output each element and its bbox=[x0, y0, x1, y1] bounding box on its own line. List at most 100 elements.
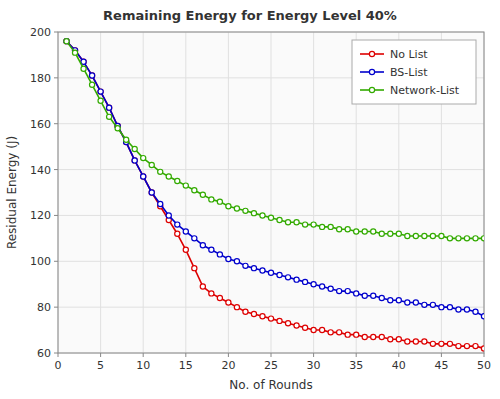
series-marker bbox=[251, 211, 256, 216]
series-marker bbox=[115, 126, 120, 131]
series-marker bbox=[481, 236, 484, 241]
series-marker bbox=[260, 268, 265, 273]
series-marker bbox=[447, 236, 452, 241]
tick-x bbox=[398, 353, 399, 357]
series-line bbox=[67, 41, 484, 238]
series-marker bbox=[217, 199, 222, 204]
series-marker bbox=[285, 321, 290, 326]
tick-x bbox=[313, 353, 314, 357]
title: Remaining Energy for Energy Level 40% bbox=[103, 8, 397, 23]
series-marker bbox=[158, 169, 163, 174]
series-marker bbox=[277, 318, 282, 323]
series-marker bbox=[89, 82, 94, 87]
grid-line-y bbox=[58, 169, 484, 170]
series-marker bbox=[251, 311, 256, 316]
series-marker bbox=[234, 259, 239, 264]
series-marker bbox=[439, 233, 444, 238]
series-marker bbox=[302, 279, 307, 284]
grid-line-y bbox=[58, 261, 484, 262]
series-marker bbox=[209, 247, 214, 252]
series-marker bbox=[422, 233, 427, 238]
series-marker bbox=[362, 334, 367, 339]
data bbox=[64, 39, 484, 351]
tick-label-y: 140 bbox=[30, 164, 51, 177]
series-marker bbox=[98, 89, 103, 94]
series-marker bbox=[64, 39, 69, 44]
series-marker bbox=[294, 277, 299, 282]
series-marker bbox=[473, 309, 478, 314]
series-marker bbox=[396, 298, 401, 303]
tick-label-x: 35 bbox=[349, 359, 363, 372]
grid-line-x bbox=[185, 32, 186, 353]
series-marker bbox=[268, 316, 273, 321]
series-marker bbox=[107, 105, 112, 110]
series-marker bbox=[175, 231, 180, 236]
legend-label: BS-List bbox=[390, 66, 428, 79]
tick-x bbox=[185, 353, 186, 357]
series-marker bbox=[405, 233, 410, 238]
tick-label-y: 80 bbox=[37, 301, 51, 314]
legend-marker bbox=[369, 51, 374, 56]
tick-x bbox=[143, 353, 144, 357]
tick-label-y: 200 bbox=[30, 26, 51, 39]
series-marker bbox=[243, 208, 248, 213]
tick-label-x: 5 bbox=[97, 359, 104, 372]
tick-label-x: 40 bbox=[392, 359, 406, 372]
grid-line-x bbox=[143, 32, 144, 353]
series-marker bbox=[192, 188, 197, 193]
series-marker bbox=[481, 346, 484, 351]
chart: 0510152025303540455060801001201401601802… bbox=[0, 0, 500, 399]
tick-label-y: 100 bbox=[30, 255, 51, 268]
series-marker bbox=[209, 197, 214, 202]
series-marker bbox=[124, 137, 129, 142]
series-marker bbox=[447, 305, 452, 310]
series-marker bbox=[379, 231, 384, 236]
tick-label-x: 50 bbox=[477, 359, 491, 372]
series-marker bbox=[217, 252, 222, 257]
series-marker bbox=[473, 236, 478, 241]
series-marker bbox=[311, 327, 316, 332]
series-marker bbox=[175, 222, 180, 227]
tick-y bbox=[54, 123, 58, 124]
x-axis-label: No. of Rounds bbox=[229, 378, 312, 392]
tick-label-x: 15 bbox=[179, 359, 193, 372]
series-marker bbox=[141, 174, 146, 179]
tick-label-y: 180 bbox=[30, 72, 51, 85]
series-marker bbox=[413, 339, 418, 344]
series-marker bbox=[268, 270, 273, 275]
series-marker bbox=[388, 231, 393, 236]
tick-label-y: 160 bbox=[30, 118, 51, 131]
series-marker bbox=[320, 327, 325, 332]
legend: No ListBS-ListNetwork-List bbox=[352, 40, 476, 104]
series-marker bbox=[337, 227, 342, 232]
series-marker bbox=[388, 298, 393, 303]
series-marker bbox=[260, 314, 265, 319]
tick-x bbox=[228, 353, 229, 357]
series-marker bbox=[132, 158, 137, 163]
series-marker bbox=[473, 344, 478, 349]
tick-label-y: 120 bbox=[30, 209, 51, 222]
series-marker bbox=[396, 231, 401, 236]
series-marker bbox=[302, 325, 307, 330]
axes: 0510152025303540455060801001201401601802… bbox=[30, 26, 491, 372]
series-marker bbox=[243, 263, 248, 268]
tick-label-x: 0 bbox=[55, 359, 62, 372]
series-marker bbox=[337, 288, 342, 293]
series-marker bbox=[183, 183, 188, 188]
tick-x bbox=[484, 353, 485, 357]
series-marker bbox=[98, 89, 103, 94]
series-marker bbox=[226, 300, 231, 305]
series-marker bbox=[345, 227, 350, 232]
series-marker bbox=[243, 309, 248, 314]
series-marker bbox=[456, 307, 461, 312]
y-axis-label: Residual Energy (J) bbox=[5, 136, 19, 249]
series-marker bbox=[337, 330, 342, 335]
series-marker bbox=[354, 229, 359, 234]
tick-x bbox=[441, 353, 442, 357]
series-marker bbox=[268, 215, 273, 220]
series-marker bbox=[430, 233, 435, 238]
grid-line-x bbox=[313, 32, 314, 353]
grid bbox=[58, 32, 484, 353]
grid-line-x bbox=[100, 32, 101, 353]
series-marker bbox=[439, 305, 444, 310]
